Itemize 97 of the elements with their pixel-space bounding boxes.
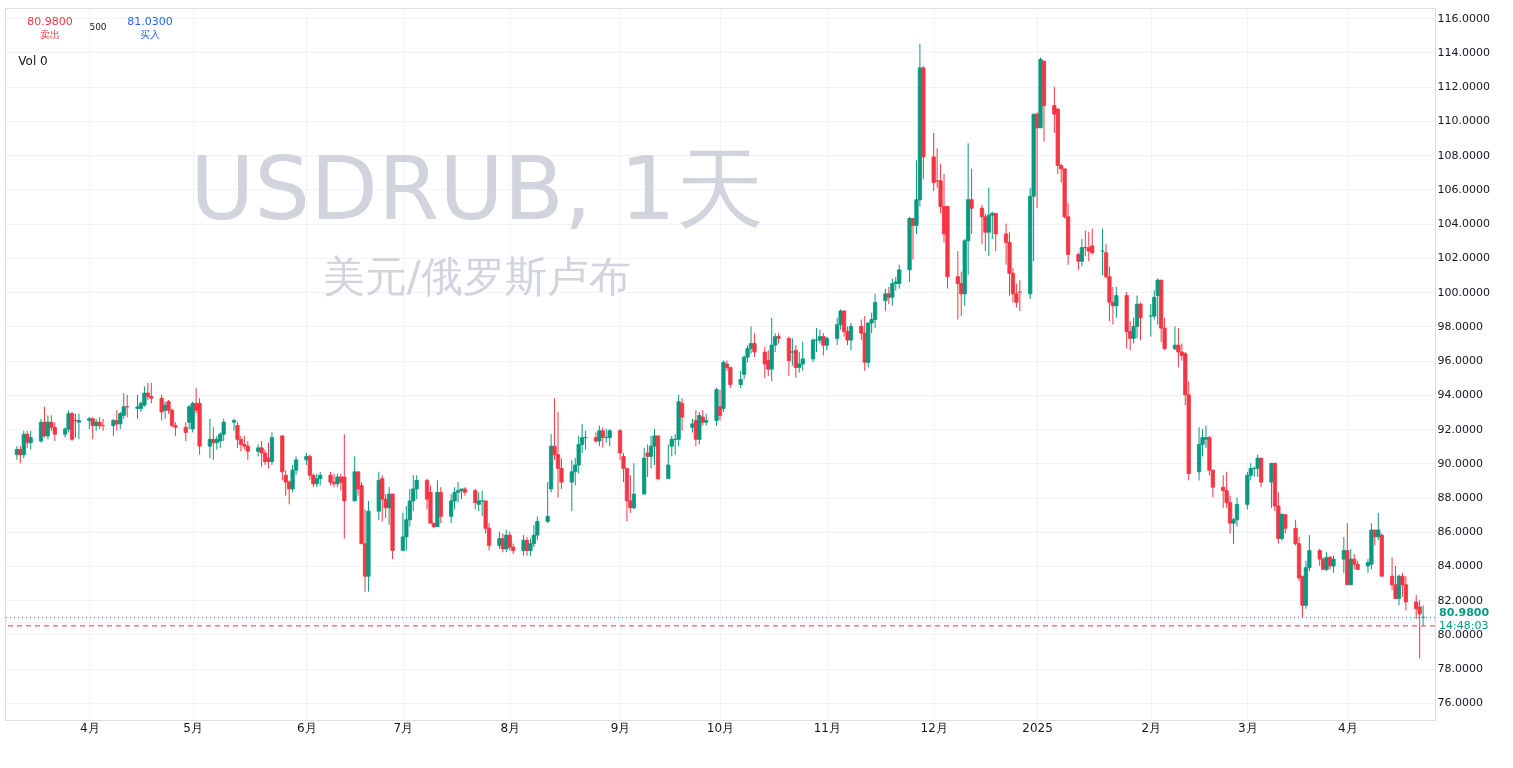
annotation: 81.0300 xyxy=(127,15,173,28)
candlestick xyxy=(955,250,960,320)
y-tick-label: 88.0000 xyxy=(1437,491,1483,504)
candlestick xyxy=(207,418,212,459)
x-tick-label: 12月 xyxy=(920,720,948,735)
candlestick xyxy=(631,462,636,510)
candlestick xyxy=(183,421,188,442)
x-tick-label: 2025 xyxy=(1022,720,1053,735)
y-tick-label: 94.0000 xyxy=(1437,388,1483,402)
candlestick xyxy=(848,322,854,351)
y-tick-label: 92.0000 xyxy=(1437,422,1483,436)
candlestick xyxy=(873,293,878,329)
candlestick xyxy=(380,474,385,522)
y-tick-label: 110.0000 xyxy=(1437,114,1490,128)
x-tick-label: 3月 xyxy=(1238,720,1258,735)
candlestick xyxy=(769,317,774,382)
candlestick xyxy=(1403,575,1408,611)
candlestick xyxy=(666,443,671,480)
candlestick xyxy=(762,346,767,379)
x-tick-label: 9月 xyxy=(610,720,631,735)
x-tick-label: 8月 xyxy=(500,720,521,735)
candlestick xyxy=(1221,474,1226,509)
candlestick xyxy=(800,341,805,372)
y-tick-label: 76.0000 xyxy=(1437,696,1483,710)
candlestick xyxy=(1138,301,1143,341)
y-tick-label: 82.0000 xyxy=(1437,593,1483,607)
annotation: 买入 xyxy=(140,29,160,40)
annotation: 500 xyxy=(89,22,107,32)
candlestick xyxy=(1269,462,1274,509)
candlestick xyxy=(476,491,481,512)
candlestick xyxy=(521,534,526,557)
x-tick-label: 10月 xyxy=(706,720,735,735)
annotation: 80.9800 xyxy=(27,15,73,28)
candlestick xyxy=(883,288,888,312)
candlestick xyxy=(438,486,443,524)
y-tick-label: 86.0000 xyxy=(1437,525,1483,539)
candlestick xyxy=(597,425,602,447)
y-tick-label: 90.0000 xyxy=(1437,456,1483,470)
x-tick-label: 5月 xyxy=(183,720,203,735)
candlestick xyxy=(480,490,485,517)
candlestick xyxy=(231,418,237,432)
candlestick xyxy=(507,531,512,552)
candlestick xyxy=(342,433,347,540)
candlestick xyxy=(569,459,574,512)
candlestick xyxy=(473,488,478,510)
y-tick-label: 112.0000 xyxy=(1437,80,1490,94)
x-tick-label: 7月 xyxy=(393,720,414,735)
candlestick xyxy=(652,428,657,466)
candlestick xyxy=(752,332,757,358)
candlestick xyxy=(1283,514,1288,534)
candlestick xyxy=(142,385,147,408)
y-tick-label: 80.0000 xyxy=(1437,627,1483,641)
candlestick xyxy=(969,168,974,235)
x-tick-label: 2月 xyxy=(1141,720,1162,735)
y-tick-label: 106.0000 xyxy=(1437,182,1490,196)
candlestick xyxy=(1203,425,1209,449)
ref-line-label: 80.9800 xyxy=(1439,605,1490,619)
y-tick-label: 104.0000 xyxy=(1437,217,1490,231)
candlestick xyxy=(1259,457,1264,488)
candlestick xyxy=(1114,286,1119,319)
x-tick-label: 4月 xyxy=(79,720,100,735)
candlestick xyxy=(1086,231,1091,262)
candlestick xyxy=(245,440,250,461)
annotation: Vol 0 xyxy=(18,54,48,68)
candlestick xyxy=(717,389,723,421)
candlestick xyxy=(76,413,82,440)
candlestick xyxy=(269,431,275,466)
candlestick xyxy=(145,382,150,401)
candlestick xyxy=(645,443,650,478)
x-tick-label: 11月 xyxy=(813,720,841,735)
y-tick-label: 96.0000 xyxy=(1437,354,1483,368)
y-tick-label: 108.0000 xyxy=(1437,148,1490,162)
y-tick-label: 100.0000 xyxy=(1437,285,1490,299)
x-tick-label: 4月 xyxy=(1337,720,1358,735)
y-tick-label: 116.0000 xyxy=(1437,11,1490,25)
y-tick-label: 84.0000 xyxy=(1437,559,1483,573)
candlestick xyxy=(1079,238,1084,267)
candlestick xyxy=(679,397,685,432)
x-tick-label: 6月 xyxy=(297,720,317,735)
candlestick xyxy=(986,187,991,257)
candlestick xyxy=(235,421,240,449)
y-tick-label: 78.0000 xyxy=(1437,662,1483,676)
candlestick xyxy=(1341,536,1346,574)
candlestick xyxy=(42,406,47,439)
y-tick-label: 102.0000 xyxy=(1437,251,1490,265)
candlestick xyxy=(1255,454,1260,478)
y-tick-label: 98.0000 xyxy=(1437,319,1483,333)
candlestick xyxy=(993,212,998,252)
candlestick xyxy=(1100,228,1105,276)
candlestick xyxy=(600,426,605,449)
candlestick xyxy=(159,394,164,421)
candlestick xyxy=(1376,512,1381,541)
candlestick xyxy=(1155,277,1160,326)
y-tick-label: 114.0000 xyxy=(1437,46,1490,59)
candlestick xyxy=(1017,279,1022,312)
candlestick xyxy=(149,382,154,404)
annotation: 卖出 xyxy=(40,29,60,40)
